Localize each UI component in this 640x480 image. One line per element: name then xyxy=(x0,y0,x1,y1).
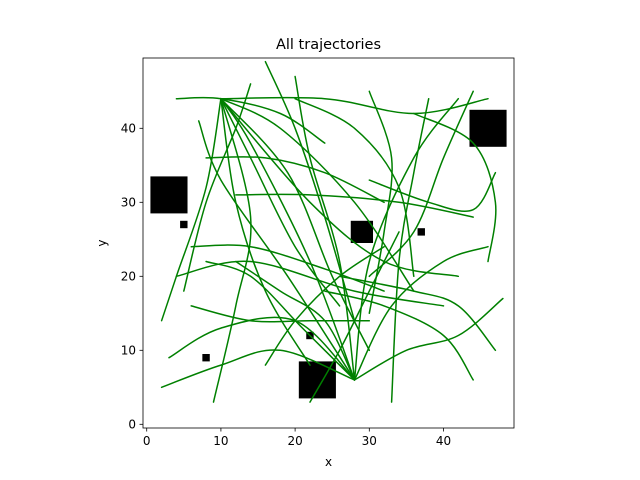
trajectory-line-36 xyxy=(309,231,400,403)
y-tick-label-10: 10 xyxy=(121,343,136,357)
trajectory-line-7 xyxy=(168,316,356,381)
y-tick-label-0: 0 xyxy=(128,417,136,431)
trajectory-line-28 xyxy=(324,290,474,381)
trajectory-line-19 xyxy=(175,96,326,144)
plot-layer xyxy=(150,60,507,403)
x-axis-label: x xyxy=(325,455,332,469)
trajectory-line-20 xyxy=(368,171,497,213)
trajectory-line-9 xyxy=(205,260,356,381)
trajectory-line-10 xyxy=(235,260,356,381)
trajectory-line-12 xyxy=(220,97,311,366)
ticks-layer: 0 10 20 30 40 0 10 20 30 40 xyxy=(121,121,451,448)
trajectory-line-3 xyxy=(294,75,356,381)
trajectory-line-31 xyxy=(368,90,393,315)
chart-title: All trajectories xyxy=(276,37,381,53)
axes-frame xyxy=(142,57,515,429)
y-tick-label-40: 40 xyxy=(121,121,136,135)
trajectory-line-26 xyxy=(390,97,430,403)
trajectory-line-33 xyxy=(190,305,371,323)
x-tick-label-20: 20 xyxy=(287,434,302,448)
trajectory-line-27 xyxy=(183,83,252,292)
trajectory-line-16 xyxy=(160,97,222,322)
trajectory-line-5 xyxy=(353,245,489,381)
trajectory-line-1 xyxy=(197,120,356,381)
trajectory-line-21 xyxy=(235,193,474,218)
trajectory-line-17 xyxy=(212,97,252,403)
trajectory-line-29 xyxy=(338,275,497,352)
y-tick-label-30: 30 xyxy=(121,195,136,209)
x-tick-label-0: 0 xyxy=(143,434,151,448)
trajectory-line-8 xyxy=(160,349,356,389)
trajectory-line-35 xyxy=(205,156,385,204)
x-tick-label-10: 10 xyxy=(213,434,228,448)
obstacle-5 xyxy=(180,220,188,229)
y-tick-label-20: 20 xyxy=(121,269,136,283)
y-axis-label: y xyxy=(95,239,109,246)
obstacle-6 xyxy=(417,228,425,236)
trajectory-line-30 xyxy=(264,60,356,322)
obstacle-1 xyxy=(150,176,188,214)
x-tick-label-40: 40 xyxy=(436,434,451,448)
obstacle-3 xyxy=(350,220,374,243)
trajectory-line-14 xyxy=(220,96,489,115)
trajectory-line-22 xyxy=(190,244,385,292)
obstacle-2 xyxy=(469,109,507,147)
trajectory-line-23 xyxy=(175,260,445,307)
trajectory-line-2 xyxy=(220,97,356,381)
x-tick-label-30: 30 xyxy=(362,434,377,448)
trajectory-line-15 xyxy=(220,97,460,278)
trajectory-line-18 xyxy=(220,97,371,352)
trajectory-line-24 xyxy=(413,112,497,263)
trajectory-line-34 xyxy=(264,245,385,366)
trajectory-line-6 xyxy=(353,297,504,381)
trajectory-line-32 xyxy=(368,90,474,278)
trajectory-line-13 xyxy=(220,97,415,292)
obstacle-8 xyxy=(202,354,210,362)
